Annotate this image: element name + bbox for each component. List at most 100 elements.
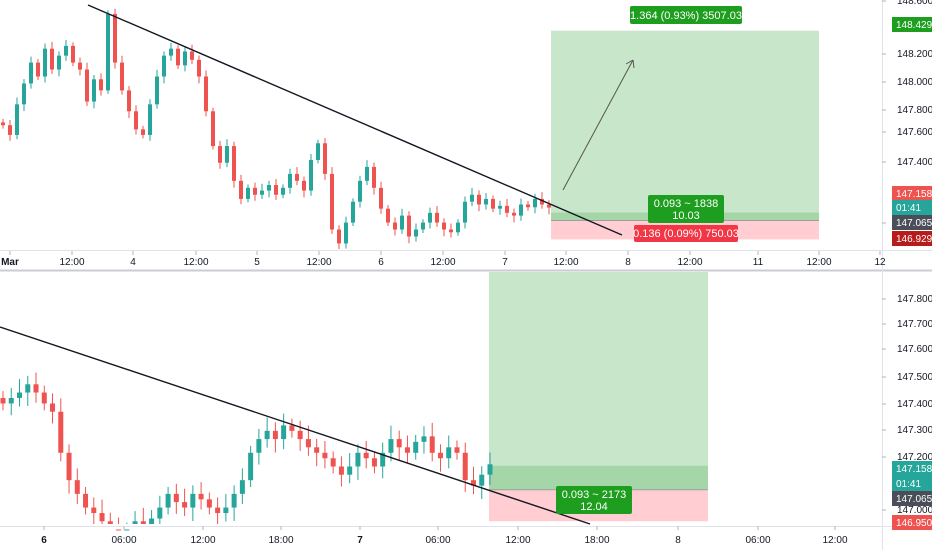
- candle: [413, 434, 419, 460]
- x-tick-label: 12:00: [183, 257, 208, 268]
- loss-label-text: 0.136 (0.09%) 750.03: [633, 228, 739, 240]
- candle-body: [358, 180, 362, 202]
- candle: [371, 451, 377, 474]
- y-tick-label: 148.600: [897, 0, 932, 7]
- candle: [281, 184, 285, 199]
- candle: [197, 55, 201, 84]
- candle-body: [58, 411, 64, 453]
- candle-body: [246, 187, 250, 199]
- position-label-line1: 0.093 ~ 1838: [654, 198, 719, 210]
- candle-body: [264, 430, 270, 440]
- y-tick-label: 147.500: [897, 372, 932, 383]
- candle: [437, 444, 443, 472]
- y-tick-label: 147.600: [897, 127, 932, 138]
- candle-body: [267, 185, 271, 191]
- candle: [83, 487, 89, 515]
- candle: [92, 74, 96, 109]
- candle: [281, 413, 287, 450]
- candle-body: [165, 493, 171, 508]
- y-tick-label: 147.700: [897, 319, 932, 330]
- candle-body: [149, 518, 155, 524]
- candle: [190, 485, 196, 521]
- candle-body: [337, 229, 341, 244]
- candle-body: [379, 187, 383, 209]
- candle: [71, 42, 75, 67]
- candle: [215, 497, 221, 524]
- candle-body: [463, 201, 467, 223]
- candle: [479, 466, 485, 500]
- candle-body: [183, 51, 187, 66]
- y-tick-label: 147.200: [897, 452, 932, 463]
- candle-body: [347, 466, 353, 475]
- candle: [253, 182, 257, 201]
- candle-body: [256, 439, 262, 453]
- candle: [248, 445, 254, 488]
- candle-body: [162, 55, 166, 77]
- candle-body: [380, 452, 386, 467]
- candle-body: [533, 198, 537, 208]
- candle: [322, 441, 328, 469]
- candle-body: [83, 493, 89, 508]
- candle: [50, 393, 56, 424]
- candle-body: [113, 13, 117, 63]
- candle: [218, 140, 222, 169]
- price-badge-current: [892, 186, 932, 201]
- candle: [33, 372, 39, 403]
- candle-body: [437, 452, 443, 459]
- candle-body: [414, 229, 418, 237]
- candle-body: [289, 425, 295, 431]
- profit-label-text: 1.364 (0.93%) 3507.03: [630, 10, 742, 22]
- candle: [288, 168, 292, 194]
- candle: [358, 175, 362, 208]
- candle-body: [462, 452, 468, 481]
- candle-body: [91, 507, 97, 514]
- candle-body: [309, 159, 313, 191]
- trendline: [87, 4, 623, 236]
- candle: [169, 42, 173, 61]
- candle-body: [322, 452, 328, 459]
- x-tick-label: 8: [675, 535, 681, 546]
- candle: [267, 180, 271, 198]
- candle: [176, 45, 180, 69]
- candle-body: [456, 222, 460, 233]
- candle-body: [253, 187, 257, 195]
- candle-body: [92, 79, 96, 102]
- candle-body: [371, 458, 377, 467]
- candle: [314, 438, 320, 467]
- x-tick-label: 6: [41, 535, 47, 546]
- candle-body: [454, 447, 460, 453]
- candle-body: [120, 62, 124, 91]
- y-tick-label: 147.400: [897, 399, 932, 410]
- candle-body: [305, 439, 311, 448]
- x-tick-label: 12:00: [505, 535, 530, 546]
- y-tick-label: 147.300: [897, 425, 932, 436]
- candle-body: [498, 205, 502, 209]
- candle-body: [272, 430, 278, 440]
- x-tick-label: 12:00: [822, 535, 847, 546]
- candle: [449, 223, 453, 238]
- candle-body: [99, 513, 105, 522]
- price-badge-entry: [892, 491, 932, 506]
- candle: [519, 198, 523, 221]
- candle: [295, 167, 299, 186]
- candle-body: [0, 398, 6, 404]
- candle-body: [512, 212, 516, 216]
- profit-label-box: [630, 6, 742, 24]
- candle-body: [316, 143, 320, 160]
- candle: [78, 57, 82, 76]
- candle: [140, 507, 146, 524]
- price-badge-countdown-text: 01:41: [896, 203, 921, 214]
- candle: [43, 43, 47, 83]
- candle: [256, 428, 262, 465]
- candle: [477, 190, 481, 212]
- candle-body: [190, 51, 194, 60]
- candle-body: [407, 215, 411, 237]
- candle: [15, 97, 19, 140]
- candle: [274, 179, 278, 200]
- candle-body: [169, 48, 173, 56]
- candle-body: [25, 384, 31, 393]
- candle: [99, 73, 103, 96]
- candle-body: [71, 45, 75, 63]
